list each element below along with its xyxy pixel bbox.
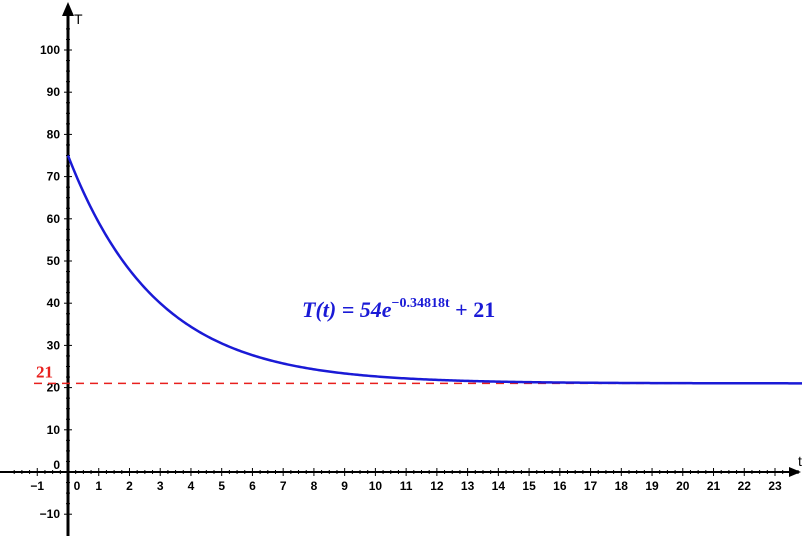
x-tick-label: 7 <box>280 479 287 493</box>
y-axis-arrow <box>62 2 74 16</box>
x-tick-label: 13 <box>461 479 475 493</box>
x-tick-label: 19 <box>645 479 659 493</box>
x-tick-label: 3 <box>157 479 164 493</box>
y-tick-label: 40 <box>47 296 61 310</box>
y-tick-label: 90 <box>47 85 61 99</box>
y-axis-title: T <box>74 11 83 27</box>
y-tick-label: −10 <box>40 507 61 521</box>
x-tick-label: 14 <box>492 479 506 493</box>
x-tick-label: 6 <box>249 479 256 493</box>
function-formula: T(t) = 54e−0.34818t + 21 <box>302 296 495 322</box>
y-tick-label: 50 <box>47 254 61 268</box>
x-axis-arrow <box>789 467 801 477</box>
x-tick-label: 17 <box>584 479 598 493</box>
y-tick-label: 60 <box>47 212 61 226</box>
x-tick-label: 23 <box>768 479 782 493</box>
x-tick-label: −1 <box>30 479 44 493</box>
x-tick-label: 22 <box>738 479 752 493</box>
x-tick-label: 2 <box>126 479 133 493</box>
y-tick-label: 70 <box>47 170 61 184</box>
y-tick-label: 30 <box>47 338 61 352</box>
x-tick-label: 16 <box>553 479 567 493</box>
x-axis-title: t <box>798 453 802 469</box>
y-tick-label: 80 <box>47 127 61 141</box>
formula-rhs: + 21 <box>450 297 496 322</box>
formula-lhs: T(t) = 54e <box>302 297 392 322</box>
x-tick-label: 8 <box>311 479 318 493</box>
x-tick-label: 21 <box>707 479 721 493</box>
x-tick-label: 15 <box>522 479 536 493</box>
x-tick-label: 9 <box>341 479 348 493</box>
x-tick-label: 20 <box>676 479 690 493</box>
x-tick-label: 5 <box>218 479 225 493</box>
y-tick-label: 100 <box>40 43 60 57</box>
x-tick-label: 18 <box>615 479 629 493</box>
x-tick-label: 4 <box>188 479 195 493</box>
formula-exponent: −0.34818t <box>392 296 450 311</box>
x-tick-label: 11 <box>400 479 413 493</box>
x-tick-label: 10 <box>369 479 383 493</box>
y-tick-label: 10 <box>47 423 61 437</box>
decay-curve <box>66 155 802 385</box>
x-tick-labels: −1 0 1 2 3 4 5 6 7 8 9 10 11 12 13 14 15 16 17 18 19 20 21 22 23 <box>30 479 782 493</box>
x-tick-label: 0 <box>74 479 81 493</box>
y-tick-label: 0 <box>53 458 60 472</box>
asymptote-label: 21 <box>36 362 53 381</box>
x-tick-label: 1 <box>95 479 102 493</box>
x-tick-label: 12 <box>430 479 444 493</box>
